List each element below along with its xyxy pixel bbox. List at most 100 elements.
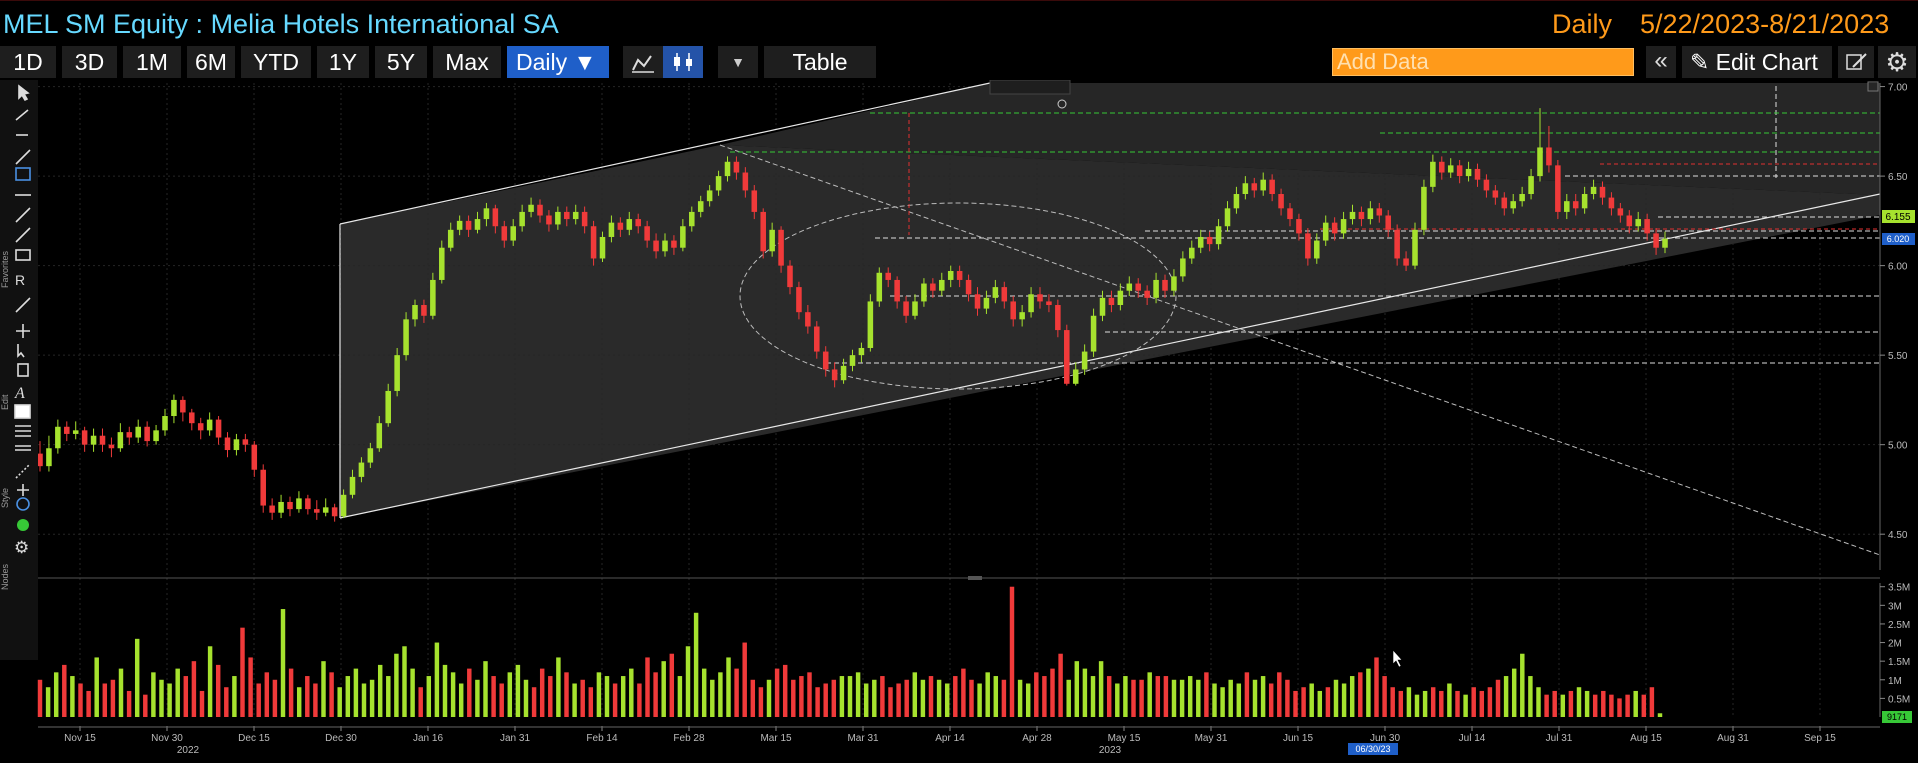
- period-6m-button[interactable]: 6M: [187, 46, 235, 78]
- period-max-button[interactable]: Max: [433, 46, 501, 78]
- period-ytd-button[interactable]: YTD: [241, 46, 311, 78]
- ellipse-annotation[interactable]: [739, 202, 1177, 390]
- ruler-tool-icon[interactable]: [15, 463, 31, 479]
- date-range[interactable]: 5/22/2023-8/21/2023: [1640, 9, 1890, 39]
- candle: [894, 276, 900, 309]
- support-lines[interactable]: [826, 86, 1880, 364]
- candle: [831, 362, 838, 388]
- volume-bar: [653, 672, 658, 717]
- volume-bar: [126, 690, 132, 717]
- candle: [903, 296, 909, 323]
- regression-tool-icon[interactable]: R: [15, 272, 25, 288]
- volume-bar: [1252, 679, 1258, 717]
- candle: [849, 349, 856, 372]
- magnet-icon[interactable]: [16, 497, 30, 511]
- candle: [197, 417, 204, 440]
- add-data-input[interactable]: [1332, 48, 1634, 76]
- rectangle-tool-icon[interactable]: [15, 167, 31, 181]
- annotate-button[interactable]: [1838, 46, 1874, 78]
- volume-bar: [920, 679, 926, 717]
- downtrend-line[interactable]: [719, 144, 1881, 556]
- volume-bar: [1568, 690, 1574, 717]
- candle: [1421, 179, 1427, 236]
- pen-tool-icon[interactable]: [15, 297, 31, 313]
- ray-tool-icon[interactable]: [15, 207, 31, 223]
- candle: [519, 204, 525, 232]
- volume-bar: [1131, 679, 1136, 717]
- x-tick-label: Jul 14: [1459, 733, 1486, 744]
- candle: [37, 441, 43, 472]
- text-tool-icon[interactable]: A: [14, 385, 25, 402]
- line-tool-icon[interactable]: [15, 109, 29, 121]
- candle: [46, 435, 52, 472]
- period-1d-button[interactable]: 1D: [0, 46, 56, 78]
- ref-price-tag: 6.020: [1882, 233, 1915, 245]
- cursor-tool-icon[interactable]: [18, 84, 30, 102]
- channel-tool-icon[interactable]: [15, 249, 31, 261]
- resistance-lines[interactable]: [730, 112, 1880, 153]
- volume-bar: [386, 676, 391, 717]
- volume-bar: [1139, 679, 1144, 717]
- period-label[interactable]: Daily: [1552, 9, 1613, 39]
- candle: [572, 204, 579, 225]
- red-levels[interactable]: [908, 113, 1880, 235]
- edit-chart-button[interactable]: ✎ Edit Chart: [1682, 46, 1832, 78]
- trend-channel[interactable]: [339, 82, 1881, 519]
- candle: [1314, 233, 1320, 264]
- period-5y-button[interactable]: 5Y: [375, 46, 427, 78]
- settings-button[interactable]: ⚙: [1878, 46, 1916, 78]
- x-tick-label: Mar 15: [760, 733, 792, 744]
- volume-bar: [507, 672, 513, 717]
- frequency-dropdown[interactable]: Daily ▼: [507, 46, 609, 78]
- candle: [305, 494, 311, 515]
- volume-bar: [1511, 668, 1517, 717]
- color-palette-icon[interactable]: [17, 519, 29, 531]
- candle: [1376, 202, 1383, 223]
- volume-tick-label: 1M: [1888, 676, 1902, 687]
- x-tick-label: Nov 15: [64, 733, 96, 744]
- period-1m-button[interactable]: 1M: [123, 46, 181, 78]
- line-chart-button[interactable]: [623, 46, 663, 78]
- nodes-tool-icon[interactable]: [17, 484, 29, 496]
- drawing-mini-toolbar[interactable]: [989, 79, 1879, 109]
- volume-bar: [556, 657, 561, 717]
- select-tool-icon[interactable]: [17, 344, 25, 358]
- candle: [456, 215, 463, 236]
- sidebar-gear-icon[interactable]: ⚙: [14, 538, 29, 557]
- candle: [1403, 251, 1409, 271]
- volume-bar: [1155, 676, 1161, 717]
- trendline-tool-icon[interactable]: [15, 149, 31, 165]
- x-tick-label: Jun 30: [1370, 733, 1400, 744]
- volume-bar: [86, 690, 91, 717]
- x-tick-label: Apr 28: [1022, 733, 1052, 744]
- volume-bar: [458, 683, 464, 717]
- volume-bar: [240, 627, 245, 717]
- volume-bar: [1366, 668, 1371, 717]
- fill-color-icon[interactable]: [14, 404, 31, 419]
- candle: [367, 442, 374, 468]
- table-button[interactable]: Table: [764, 46, 876, 78]
- volume-bar: [1576, 687, 1582, 717]
- panel-separator[interactable]: [38, 576, 1880, 580]
- line-style-icon[interactable]: [15, 425, 31, 437]
- collapse-toolbar-button[interactable]: «: [1646, 46, 1676, 78]
- extended-line-tool-icon[interactable]: [15, 227, 31, 243]
- candle: [1260, 172, 1266, 196]
- volume-bar: [280, 609, 286, 717]
- volume-bar: [369, 679, 375, 717]
- candlestick-chart-button[interactable]: [663, 46, 703, 78]
- period-1y-button[interactable]: 1Y: [317, 46, 369, 78]
- candle: [858, 342, 865, 363]
- chart-type-dropdown[interactable]: ▼: [718, 46, 758, 78]
- x-tick-label: Feb 14: [586, 733, 618, 744]
- line-weight-icon[interactable]: [15, 445, 31, 451]
- volume-bar: [296, 687, 302, 717]
- x-tick-label: Dec 30: [325, 733, 357, 744]
- trash-icon[interactable]: [17, 363, 29, 377]
- candle: [1635, 211, 1641, 232]
- move-tool-icon[interactable]: [16, 324, 30, 338]
- volume-bar: [604, 676, 610, 717]
- volume-bar: [758, 687, 764, 717]
- period-3d-button[interactable]: 3D: [62, 46, 117, 78]
